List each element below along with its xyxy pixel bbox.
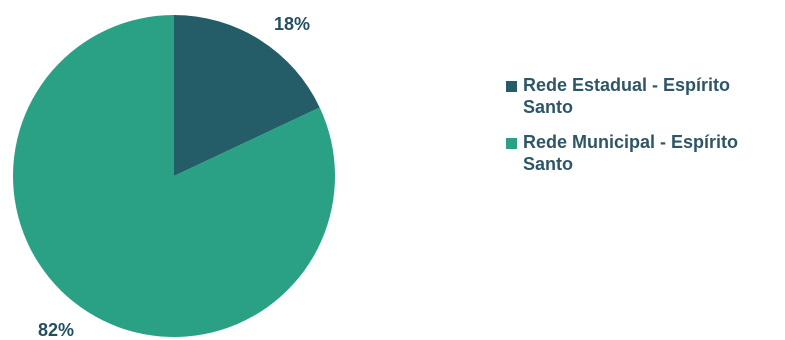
data-label-rede-estadual: 18%: [274, 14, 310, 34]
pie-slice-rede-municipal: [13, 15, 336, 337]
pie-slice-rede-estadual: [174, 15, 320, 176]
data-label-rede-municipal: 82%: [38, 320, 74, 340]
legend-label-rede-estadual: Rede Estadual - Espírito Santo: [523, 75, 731, 117]
legend-item-rede-estadual: Rede Estadual - Espírito Santo: [506, 74, 781, 118]
pie-slices: [13, 15, 336, 337]
legend: Rede Estadual - Espírito Santo Rede Muni…: [506, 74, 781, 188]
legend-swatch-rede-municipal: [506, 138, 517, 149]
legend-label-rede-municipal: Rede Municipal - Espírito Santo: [523, 132, 739, 174]
legend-swatch-rede-estadual: [506, 81, 517, 92]
legend-item-rede-municipal: Rede Municipal - Espírito Santo: [506, 131, 781, 175]
